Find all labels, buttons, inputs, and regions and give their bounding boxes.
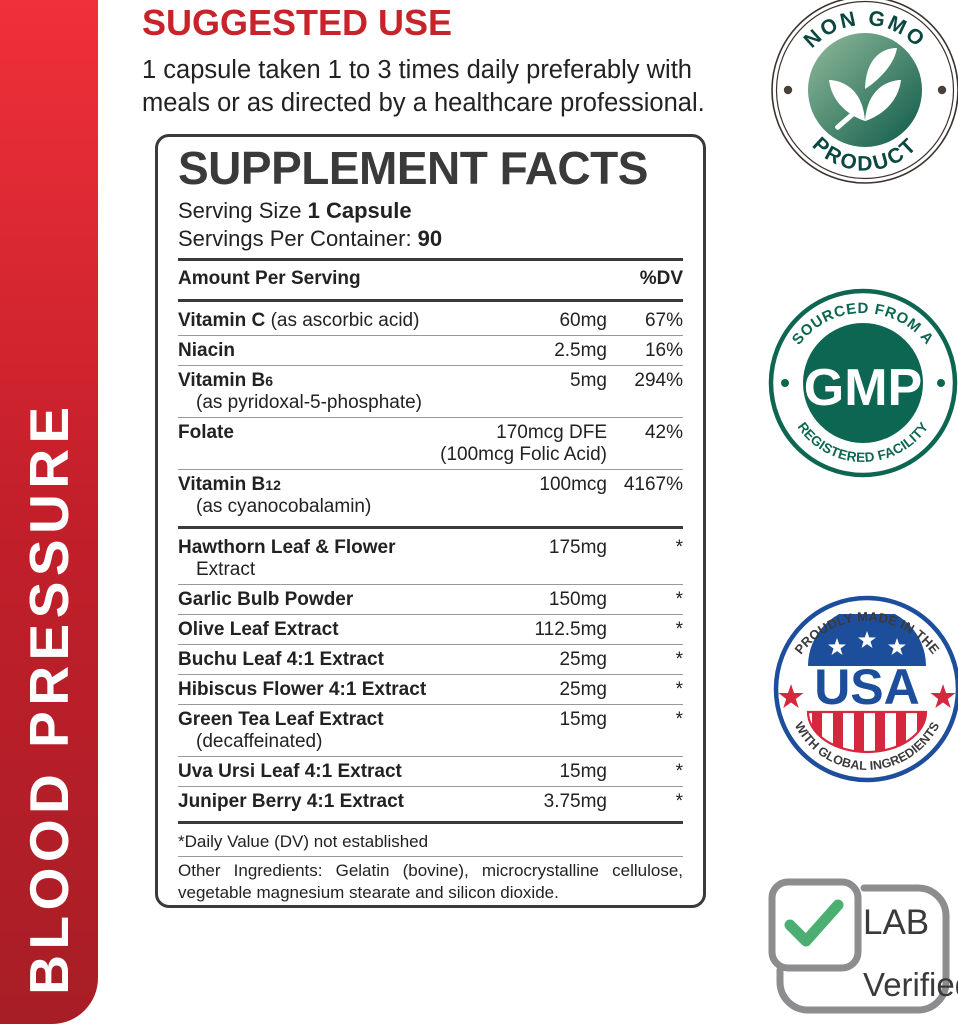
svg-text:GMP: GMP <box>804 359 922 417</box>
svg-text:Verified: Verified <box>863 966 958 1003</box>
svg-text:LAB: LAB <box>863 903 929 942</box>
svg-text:USA: USA <box>814 659 920 715</box>
